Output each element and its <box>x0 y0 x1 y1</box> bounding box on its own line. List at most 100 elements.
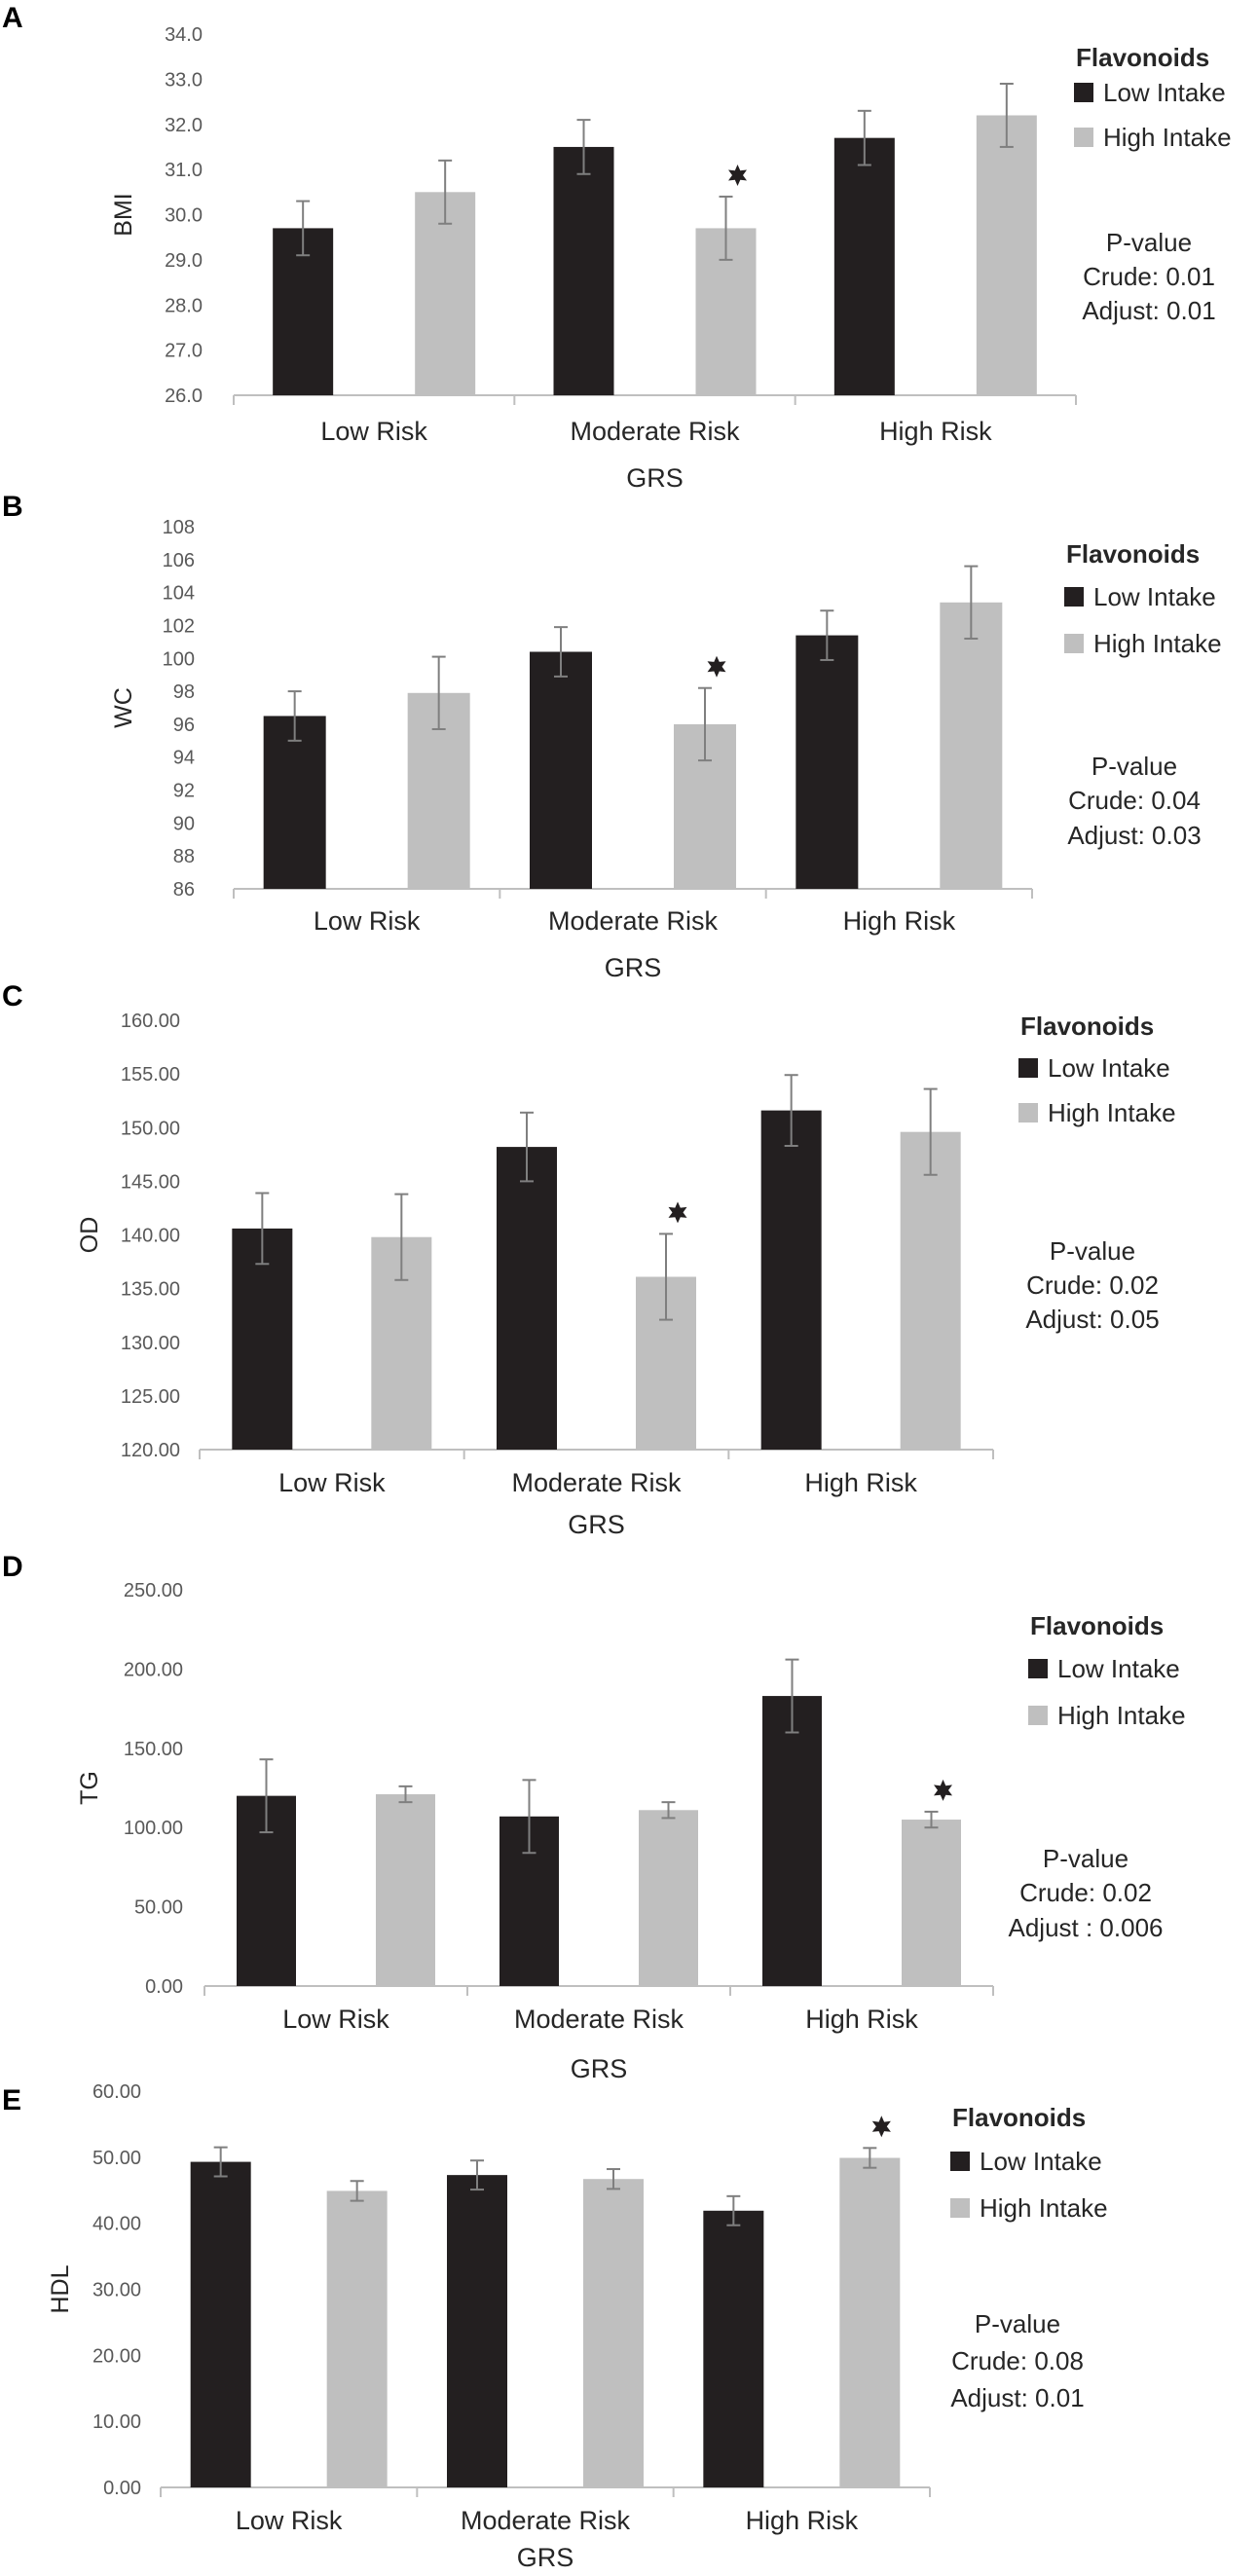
y-tick-label: 108 <box>163 517 195 538</box>
bar-low-intake <box>190 2161 251 2487</box>
y-tick-label: 100 <box>163 648 195 670</box>
bar-high-intake <box>583 2179 644 2487</box>
y-tick-label: 10.00 <box>92 2411 141 2433</box>
category-label: Low Risk <box>320 417 427 446</box>
category-label: High Risk <box>746 2506 859 2535</box>
pvalue-crude: Crude: 0.04 <box>1068 786 1201 815</box>
pvalue-adjust: Adjust: 0.01 <box>950 2383 1084 2412</box>
y-tick-label: 31.0 <box>165 160 203 181</box>
legend-swatch <box>1018 1058 1038 1078</box>
category-label: Low Risk <box>314 906 421 936</box>
pvalue-title: P-value <box>1106 228 1192 257</box>
significance-star-icon <box>668 1201 687 1224</box>
y-tick-label: 34.0 <box>165 24 203 46</box>
legend-swatch <box>1074 83 1093 102</box>
bar-high-intake <box>902 1820 961 1986</box>
y-axis-title: WC <box>110 687 137 728</box>
category-label: High Risk <box>804 1468 917 1497</box>
chart-panel-b: B 86 88 90 92 94 96 98 100 102 104 106 108 WC Low Risk… <box>2 491 1222 982</box>
legend-label: Low Intake <box>1048 1053 1170 1083</box>
category-label: High Risk <box>843 906 956 936</box>
legend-label: Low Intake <box>1093 582 1216 611</box>
legend-swatch <box>1028 1706 1048 1725</box>
y-tick-label: 26.0 <box>165 386 203 407</box>
panel-letter: E <box>2 2084 21 2116</box>
legend-label: High Intake <box>1103 123 1232 152</box>
panel-letter: A <box>2 2 23 34</box>
bar-high-intake <box>326 2190 388 2487</box>
category-label: Moderate Risk <box>461 2506 631 2535</box>
bar-high-intake <box>900 1131 961 1450</box>
significance-star-icon <box>707 655 726 678</box>
y-tick-label: 27.0 <box>165 341 203 362</box>
legend-title: Flavonoids <box>1030 1611 1164 1640</box>
category-label: Moderate Risk <box>514 2005 684 2034</box>
legend-label: High Intake <box>1057 1701 1186 1730</box>
category-label: Moderate Risk <box>511 1468 682 1497</box>
y-tick-label: 140.00 <box>121 1226 180 1247</box>
pvalue-crude: Crude: 0.08 <box>951 2346 1084 2375</box>
y-tick-label: 20.00 <box>92 2345 141 2367</box>
pvalue-adjust: Adjust: 0.03 <box>1067 821 1201 850</box>
significance-star-icon <box>934 1779 952 1801</box>
bar-low-intake <box>762 1696 822 1986</box>
legend-swatch <box>1018 1103 1038 1122</box>
category-label: Low Risk <box>282 2005 389 2034</box>
y-tick-label: 120.00 <box>121 1440 180 1461</box>
pvalue-title: P-value <box>1092 752 1177 781</box>
legend-title: Flavonoids <box>1020 1012 1154 1041</box>
legend-title: Flavonoids <box>1066 539 1200 569</box>
y-tick-label: 94 <box>173 748 195 769</box>
category-label: Low Risk <box>236 2506 343 2535</box>
y-tick-label: 33.0 <box>165 69 203 91</box>
pvalue-crude: Crude: 0.02 <box>1019 1878 1152 1907</box>
legend-swatch <box>1028 1659 1048 1678</box>
y-tick-label: 200.00 <box>124 1659 183 1680</box>
y-tick-label: 160.00 <box>121 1011 180 1032</box>
x-axis-title: GRS <box>517 2543 574 2572</box>
bar-low-intake <box>703 2210 764 2487</box>
legend-swatch <box>950 2198 970 2218</box>
y-tick-label: 40.00 <box>92 2214 141 2235</box>
x-axis-title: GRS <box>571 2054 628 2083</box>
legend-label: High Intake <box>980 2193 1108 2223</box>
pvalue-title: P-value <box>1050 1236 1135 1266</box>
legend-label: Low Intake <box>1103 78 1226 107</box>
pvalue-crude: Crude: 0.02 <box>1026 1270 1159 1300</box>
y-tick-label: 135.00 <box>121 1279 180 1301</box>
chart-panel-c: C 120.00 125.00 130.00 135.00 140.00 145.00 150… <box>2 980 1176 1539</box>
legend-swatch <box>1064 587 1084 607</box>
pvalue-adjust: Adjust: 0.05 <box>1025 1305 1159 1334</box>
significance-star-icon <box>728 165 747 186</box>
panel-letter: B <box>2 491 23 523</box>
bar-low-intake <box>530 651 592 889</box>
category-label: Moderate Risk <box>548 906 719 936</box>
chart-panel-e: E 0.00 10.00 20.00 30.00 40.00 50.00 60.00 HDL Lo… <box>2 2081 1108 2572</box>
y-tick-label: 98 <box>173 681 195 703</box>
bar-high-intake <box>415 192 476 395</box>
bar-low-intake <box>760 1110 822 1450</box>
y-tick-label: 92 <box>173 781 195 802</box>
y-tick-label: 0.00 <box>103 2478 141 2499</box>
bar-low-intake <box>263 716 326 889</box>
y-tick-label: 100.00 <box>124 1818 183 1839</box>
y-tick-label: 145.00 <box>121 1171 180 1193</box>
chart-panel-a: A 26.0 27.0 28.0 29.0 30.0 31.0 32.0 33.0 34.0 BMI… <box>2 2 1232 493</box>
y-tick-label: 102 <box>163 615 195 637</box>
pvalue-adjust: Adjust : 0.006 <box>1009 1913 1164 1942</box>
bar-high-intake <box>940 602 1003 889</box>
category-label: High Risk <box>879 417 992 446</box>
bar-high-intake <box>639 1810 698 1986</box>
y-axis-title: TG <box>76 1771 103 1805</box>
legend-swatch <box>1064 634 1084 653</box>
x-axis-title: GRS <box>626 463 684 493</box>
legend-title: Flavonoids <box>952 2103 1086 2132</box>
bar-high-intake <box>376 1794 435 1986</box>
y-tick-label: 30.00 <box>92 2280 141 2301</box>
bar-low-intake <box>232 1228 293 1450</box>
category-label: High Risk <box>805 2005 918 2034</box>
bar-high-intake <box>839 2157 901 2487</box>
panel-letter: C <box>2 980 23 1012</box>
y-tick-label: 60.00 <box>92 2081 141 2103</box>
